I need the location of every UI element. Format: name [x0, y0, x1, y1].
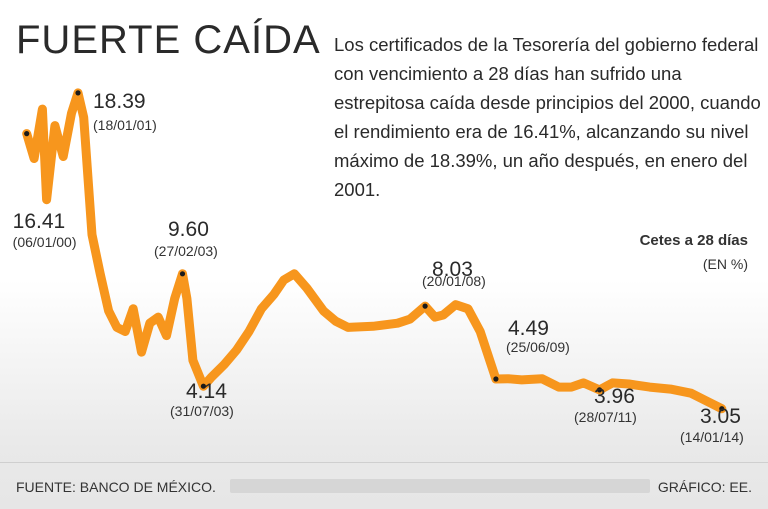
marker-point: [75, 90, 81, 96]
annotation-value: 3.05: [700, 405, 741, 428]
marker-point: [422, 303, 428, 309]
source-note: FUENTE: BANCO DE MÉXICO.: [16, 479, 216, 495]
series-line-cetes: [22, 88, 727, 414]
annotation-value: 3.96: [594, 385, 635, 408]
marker-point: [596, 387, 603, 393]
annotation-date: (28/07/11): [574, 409, 637, 425]
annotation-date: (31/07/03): [170, 403, 234, 419]
marker-point: [200, 383, 206, 389]
redacted-bar: [230, 479, 650, 493]
annotation-date: (20/01/08): [422, 273, 486, 289]
series-label: Cetes a 28 días: [639, 232, 748, 249]
annotation-date: (14/01/14): [680, 429, 744, 445]
annotation-value: 16.41: [13, 210, 66, 233]
annotation-value: 8.03: [432, 258, 473, 281]
annotation-date: (06/01/00): [13, 234, 77, 250]
footer-divider: [0, 462, 768, 463]
annotation-value: 9.60: [168, 218, 209, 241]
marker-point: [24, 131, 30, 137]
annotation-date: (18/01/01): [93, 117, 157, 133]
chart-title: FUERTE CAÍDA: [16, 18, 321, 62]
marker-point: [719, 406, 725, 412]
annotation-value: 4.14: [186, 380, 227, 403]
marker-point: [179, 271, 186, 277]
annotation-value: 18.39: [93, 90, 146, 113]
annotation-date: (27/02/03): [154, 243, 218, 259]
annotation-value: 4.49: [508, 317, 549, 340]
chart-description: Los certificados de la Tesorería del gob…: [334, 34, 761, 200]
marker-point: [493, 376, 499, 382]
credit-note: GRÁFICO: EE.: [657, 479, 752, 495]
unit-label: (EN %): [702, 256, 748, 272]
annotation-date: (25/06/09): [506, 339, 570, 355]
